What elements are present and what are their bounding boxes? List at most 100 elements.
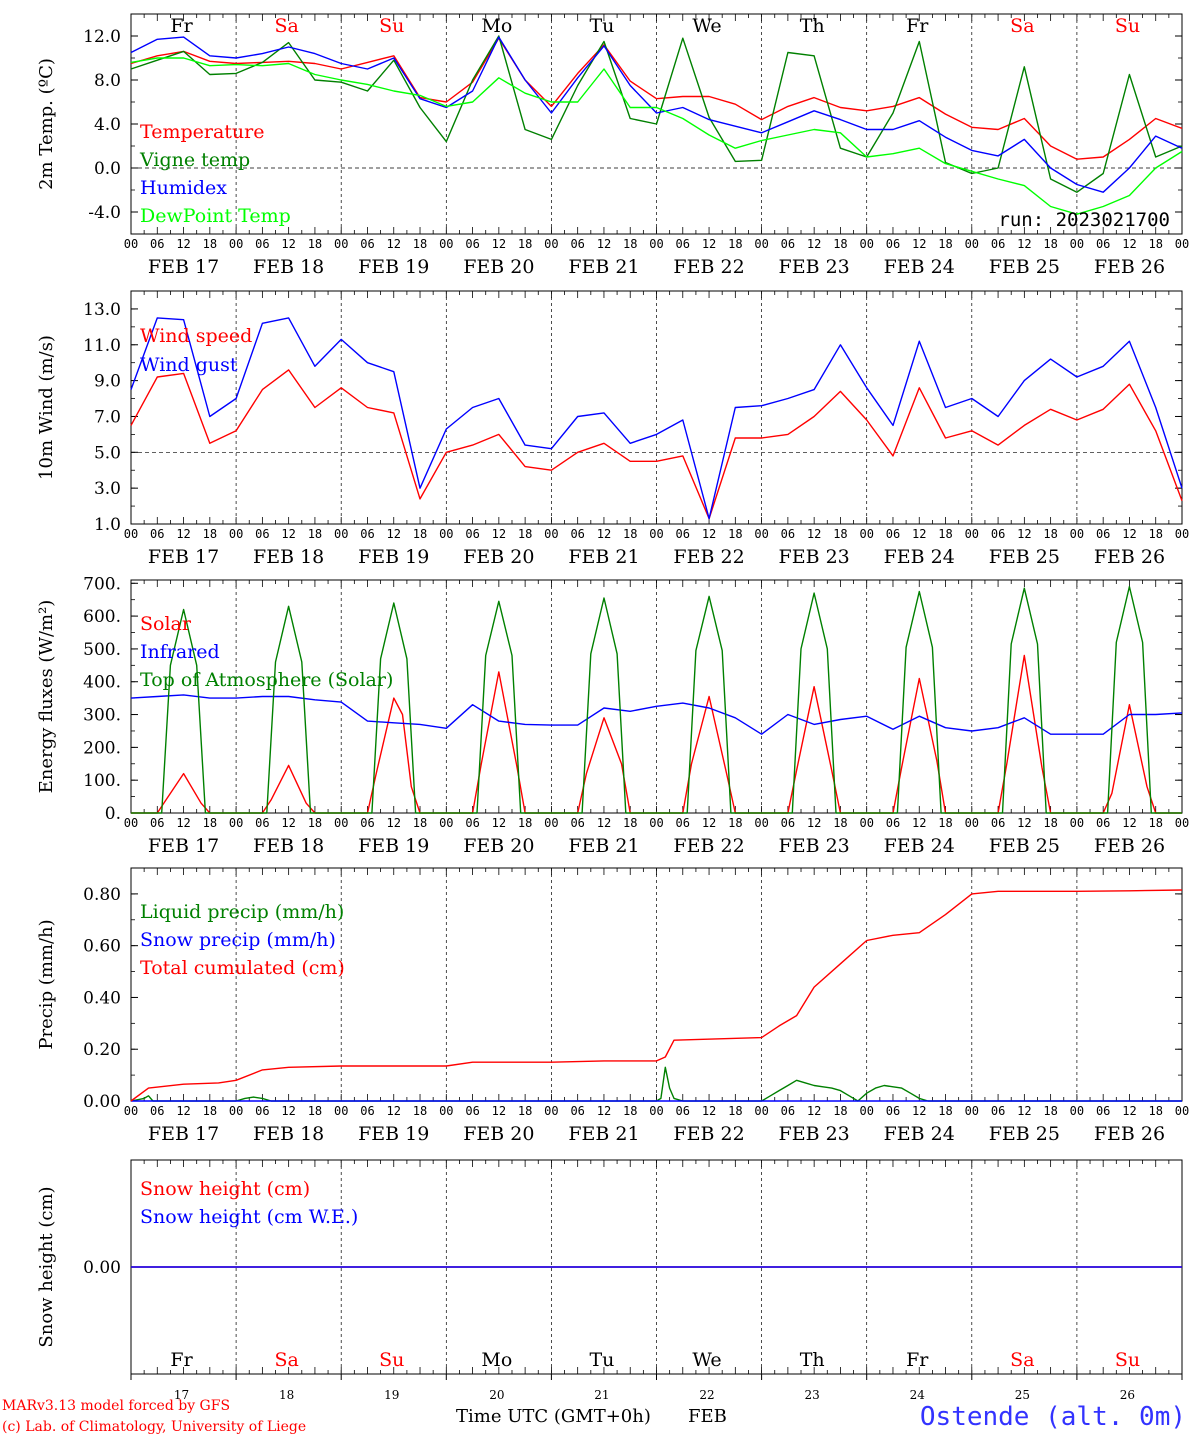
date-label: FEB 17 bbox=[148, 1123, 219, 1145]
hour-tick-label: 06 bbox=[781, 1104, 795, 1118]
date-label: FEB 26 bbox=[1094, 1123, 1165, 1145]
date-label: FEB 25 bbox=[989, 256, 1060, 278]
hour-tick-label: 12 bbox=[597, 1104, 611, 1118]
hour-tick-label: 00 bbox=[1175, 527, 1189, 541]
hour-tick-label: 18 bbox=[623, 237, 637, 251]
hour-tick-label: 18 bbox=[623, 1104, 637, 1118]
y-tick-label: 5.0 bbox=[94, 443, 121, 463]
hour-tick-label: 06 bbox=[255, 816, 269, 830]
weekday-label: We bbox=[692, 15, 721, 37]
hour-tick-label: 06 bbox=[781, 816, 795, 830]
hour-tick-label: 06 bbox=[570, 237, 584, 251]
hour-tick-label: 18 bbox=[518, 1104, 532, 1118]
weekday-label: Su bbox=[379, 1349, 404, 1371]
hour-tick-label: 18 bbox=[1043, 527, 1057, 541]
date-label: FEB 18 bbox=[253, 546, 324, 568]
y-tick-label: 500. bbox=[83, 640, 121, 660]
hour-tick-label: 00 bbox=[754, 527, 768, 541]
weekday-label: Su bbox=[1115, 15, 1140, 37]
hour-tick-label: 06 bbox=[1096, 527, 1110, 541]
hour-tick-label: 18 bbox=[518, 237, 532, 251]
hour-tick-label: 12 bbox=[597, 816, 611, 830]
y-axis-label: Snow height (cm) bbox=[36, 1186, 57, 1347]
date-label: FEB 20 bbox=[463, 546, 534, 568]
hour-tick-label: 00 bbox=[334, 237, 348, 251]
hour-tick-label: 18 bbox=[1043, 237, 1057, 251]
hour-tick-label: 00 bbox=[649, 527, 663, 541]
weekday-label: We bbox=[692, 1349, 721, 1371]
hour-tick-label: 06 bbox=[676, 237, 690, 251]
hour-tick-label: 12 bbox=[702, 816, 716, 830]
series-line-top-of-atmosphere-solar- bbox=[131, 585, 1182, 814]
date-label: FEB 22 bbox=[673, 256, 744, 278]
hour-tick-label: 06 bbox=[991, 527, 1005, 541]
series-line-vigne-temp bbox=[130, 35, 1183, 193]
date-label: FEB 19 bbox=[358, 546, 429, 568]
hour-tick-label: 06 bbox=[1096, 237, 1110, 251]
hour-tick-label: 12 bbox=[702, 527, 716, 541]
hour-tick-label: 12 bbox=[176, 816, 190, 830]
hour-tick-label: 00 bbox=[859, 816, 873, 830]
legend-entry: Top of Atmosphere (Solar) bbox=[140, 669, 393, 691]
y-axis-label: Energy fluxes (W/m²) bbox=[36, 600, 57, 794]
y-tick-label: 0. bbox=[105, 804, 121, 824]
hour-tick-label: 12 bbox=[912, 237, 926, 251]
hour-tick-label: 00 bbox=[754, 237, 768, 251]
date-label: FEB 17 bbox=[148, 835, 219, 857]
hour-tick-label: 06 bbox=[570, 1104, 584, 1118]
hour-tick-label: 12 bbox=[912, 527, 926, 541]
date-label: FEB 20 bbox=[463, 835, 534, 857]
hour-tick-label: 00 bbox=[544, 527, 558, 541]
legend-entry: Snow height (cm) bbox=[140, 1178, 310, 1200]
series-line-total-cumulated-cm- bbox=[130, 889, 1183, 1102]
hour-tick-label: 06 bbox=[676, 816, 690, 830]
hour-tick-label: 00 bbox=[1070, 1104, 1084, 1118]
hour-tick-label: 06 bbox=[360, 816, 374, 830]
hour-tick-label: 06 bbox=[886, 237, 900, 251]
y-tick-label: 8.0 bbox=[94, 71, 121, 91]
hour-tick-label: 06 bbox=[676, 1104, 690, 1118]
hour-tick-label: 00 bbox=[1070, 527, 1084, 541]
y-tick-label: 0.20 bbox=[83, 1040, 121, 1060]
hour-tick-label: 00 bbox=[649, 237, 663, 251]
panel-wind: 1.0 3.0 5.0 7.0 9.0 11.0 13.0 10m Wind (m/s) Win… bbox=[36, 290, 1189, 568]
hour-tick-label: 00 bbox=[229, 527, 243, 541]
hour-tick-label: 00 bbox=[439, 237, 453, 251]
hour-tick-label: 12 bbox=[1017, 527, 1031, 541]
y-tick-label: 12.0 bbox=[83, 27, 121, 47]
hour-tick-label: 12 bbox=[807, 816, 821, 830]
weekday-label: Sa bbox=[1010, 15, 1034, 37]
date-label: FEB 18 bbox=[253, 1123, 324, 1145]
hour-tick-label: 18 bbox=[308, 527, 322, 541]
legend-entry: Snow precip (mm/h) bbox=[140, 929, 336, 951]
date-label: FEB 21 bbox=[568, 256, 639, 278]
x-axis-month: FEB bbox=[688, 1406, 727, 1427]
day-number: 23 bbox=[805, 1388, 820, 1402]
series-line-temperature bbox=[130, 37, 1183, 160]
weekday-label: Fr bbox=[906, 15, 929, 37]
date-label: FEB 20 bbox=[463, 256, 534, 278]
hour-tick-label: 00 bbox=[754, 1104, 768, 1118]
date-label: FEB 25 bbox=[989, 546, 1060, 568]
hour-tick-label: 12 bbox=[807, 527, 821, 541]
hour-tick-label: 18 bbox=[728, 1104, 742, 1118]
legend-entry: DewPoint Temp bbox=[140, 205, 291, 227]
y-tick-label: 7.0 bbox=[94, 407, 121, 427]
date-label: FEB 24 bbox=[884, 835, 955, 857]
hour-tick-label: 18 bbox=[1148, 237, 1162, 251]
hour-tick-label: 06 bbox=[886, 816, 900, 830]
series-line-humidex bbox=[130, 36, 1183, 193]
date-label: FEB 19 bbox=[358, 256, 429, 278]
hour-tick-label: 18 bbox=[938, 237, 952, 251]
y-tick-label: 0.00 bbox=[83, 1092, 121, 1112]
y-tick-label: 9.0 bbox=[94, 372, 121, 392]
hour-tick-label: 12 bbox=[597, 527, 611, 541]
hour-tick-label: 06 bbox=[465, 527, 479, 541]
legend-entry: Wind gust bbox=[140, 354, 238, 376]
hour-tick-label: 18 bbox=[413, 816, 427, 830]
date-label: FEB 25 bbox=[989, 1123, 1060, 1145]
legend-entry: Infrared bbox=[140, 641, 220, 663]
weekday-label: Tu bbox=[589, 1349, 614, 1371]
weekday-label: Mo bbox=[481, 1349, 512, 1371]
legend-entry: Vigne temp bbox=[139, 149, 250, 171]
